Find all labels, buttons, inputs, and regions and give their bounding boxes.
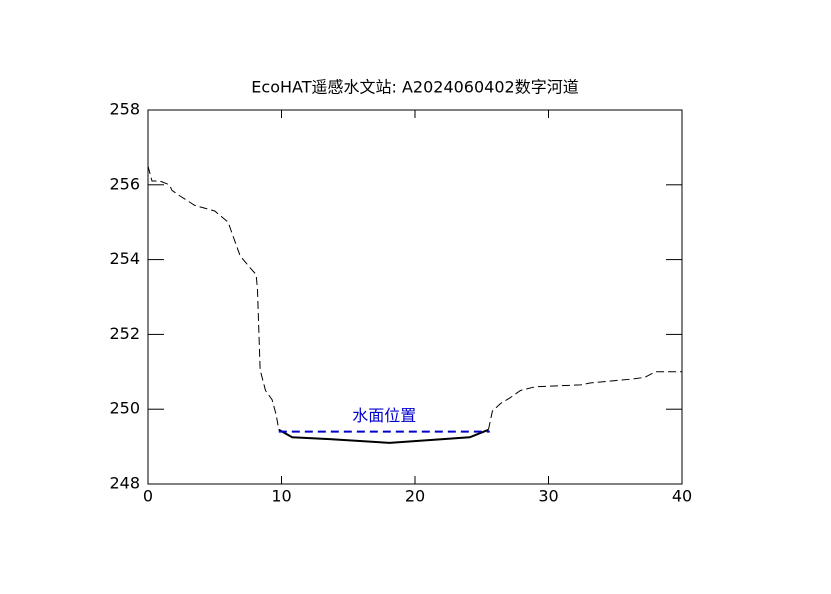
annotation: 水面位置 <box>352 406 416 425</box>
y-tick-label: 250 <box>109 399 140 418</box>
plot-frame <box>147 109 683 485</box>
y-tick-label: 248 <box>109 474 140 493</box>
series-line <box>278 428 489 444</box>
y-tick-label: 258 <box>109 100 140 119</box>
y-tick-label: 252 <box>109 324 140 343</box>
x-tick-label: 20 <box>405 487 425 506</box>
y-tick-label: 256 <box>109 174 140 193</box>
x-tick-label: 0 <box>143 487 153 506</box>
y-tick-label: 254 <box>109 249 140 268</box>
series-line <box>147 165 682 430</box>
x-tick-label: 30 <box>538 487 558 506</box>
chart-title: EcoHAT遥感水文站: A2024060402数字河道 <box>251 78 578 97</box>
x-tick-label: 40 <box>672 487 692 506</box>
x-tick-label: 10 <box>271 487 291 506</box>
